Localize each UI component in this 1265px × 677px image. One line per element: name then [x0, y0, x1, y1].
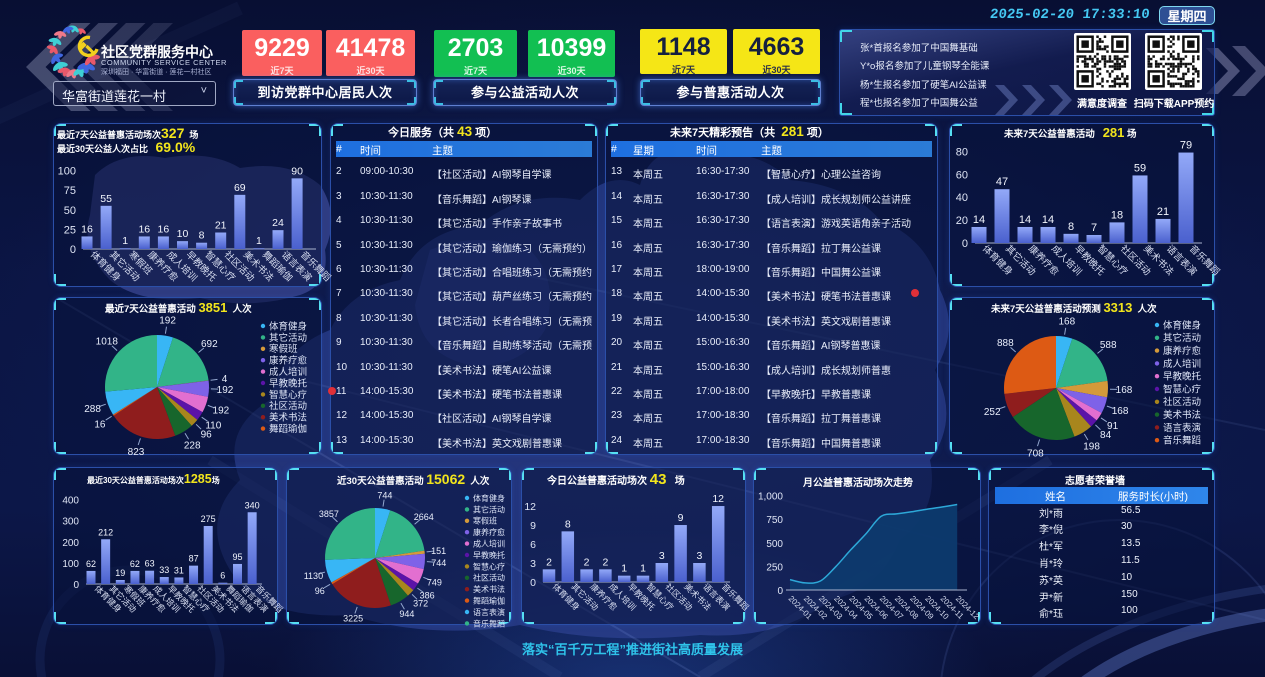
svg-text:满意度调查: 满意度调查 [1077, 97, 1128, 110]
svg-text:扫码下载APP预约: 扫码下载APP预约 [1134, 97, 1215, 110]
